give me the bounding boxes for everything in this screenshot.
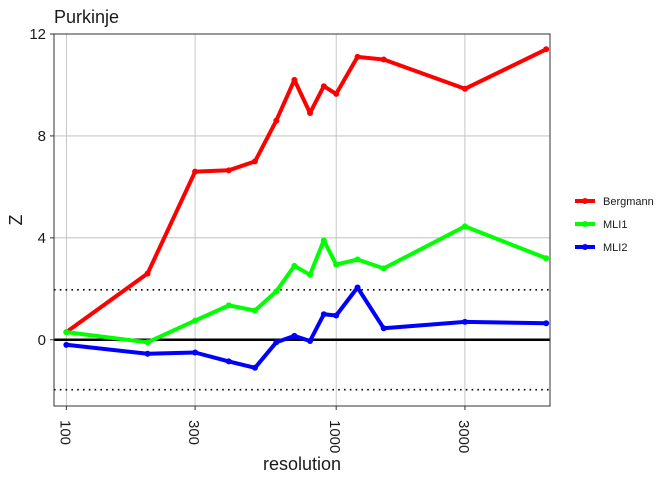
legend-label-bergmann: Bergmann xyxy=(603,196,654,208)
legend-key-point-mli1 xyxy=(582,221,588,227)
data-point-bergmann-9 xyxy=(333,90,340,97)
series-mli2 xyxy=(63,284,550,371)
data-point-bergmann-2 xyxy=(192,168,199,175)
series-layer xyxy=(63,46,550,371)
legend-label-mli2: MLI2 xyxy=(603,242,627,254)
legend-key-point-bergmann xyxy=(582,198,588,204)
chart-title: Purkinje xyxy=(54,7,119,27)
data-point-mli2-3 xyxy=(225,358,232,365)
data-point-mli2-8 xyxy=(320,311,327,318)
y-axis-ticks: 0 4 8 12 xyxy=(29,26,54,349)
data-point-bergmann-12 xyxy=(461,85,468,92)
legend-label-mli1: MLI1 xyxy=(603,219,627,231)
data-point-mli2-2 xyxy=(192,349,199,356)
data-point-mli2-6 xyxy=(291,332,298,339)
series-mli1 xyxy=(63,223,550,346)
data-point-bergmann-3 xyxy=(225,167,232,174)
data-point-bergmann-13 xyxy=(543,46,550,53)
y-tick-label-1: 4 xyxy=(38,230,46,247)
data-point-mli1-11 xyxy=(380,265,387,272)
data-point-mli2-4 xyxy=(251,364,258,371)
data-point-mli2-11 xyxy=(380,325,387,332)
x-tick-label-3: 3000 xyxy=(455,420,472,453)
x-tick-label-0: 100 xyxy=(56,420,73,445)
panel-border xyxy=(53,33,551,407)
legend-item-bergmann: Bergmann xyxy=(575,196,654,208)
data-point-bergmann-11 xyxy=(380,56,387,63)
x-axis-title: resolution xyxy=(263,454,341,474)
legend-key-point-mli2 xyxy=(582,244,588,250)
legend-item-mli2: MLI2 xyxy=(575,242,627,254)
data-point-mli1-13 xyxy=(543,255,550,262)
data-point-mli2-12 xyxy=(461,318,468,325)
data-point-mli1-4 xyxy=(251,307,258,314)
series-bergmann xyxy=(63,46,550,336)
x-tick-label-2: 1000 xyxy=(326,420,343,453)
data-point-mli1-2 xyxy=(192,317,199,324)
data-point-bergmann-5 xyxy=(273,117,280,124)
x-tick-label-1: 300 xyxy=(185,420,202,445)
data-point-mli1-1 xyxy=(144,339,151,346)
data-point-mli1-9 xyxy=(333,261,340,268)
data-point-mli1-7 xyxy=(307,271,314,278)
series-line-mli2 xyxy=(64,285,549,370)
data-point-mli2-1 xyxy=(144,350,151,357)
data-point-mli2-5 xyxy=(273,339,280,346)
data-point-mli1-12 xyxy=(461,223,468,230)
legend: Bergmann MLI1 MLI2 xyxy=(575,196,654,254)
data-point-bergmann-7 xyxy=(307,109,314,116)
x-axis-ticks: 100 300 1000 3000 xyxy=(56,406,472,453)
legend-item-mli1: MLI1 xyxy=(575,219,627,231)
data-point-bergmann-4 xyxy=(251,158,258,165)
data-point-mli1-5 xyxy=(273,288,280,295)
y-axis-title: Z xyxy=(6,215,26,226)
data-point-mli2-13 xyxy=(543,320,550,327)
y-tick-label-2: 8 xyxy=(38,128,46,145)
data-point-bergmann-1 xyxy=(144,270,151,277)
series-line-mli1 xyxy=(64,224,549,345)
data-point-mli1-0 xyxy=(63,329,70,336)
data-point-mli2-10 xyxy=(354,284,361,291)
y-tick-label-3: 12 xyxy=(29,26,46,43)
data-point-mli2-0 xyxy=(63,341,70,348)
data-point-mli1-8 xyxy=(320,237,327,244)
data-point-bergmann-10 xyxy=(354,53,361,60)
data-point-mli1-10 xyxy=(354,256,361,263)
data-point-mli1-3 xyxy=(225,302,232,309)
data-point-mli2-7 xyxy=(307,338,314,345)
data-point-mli1-6 xyxy=(291,262,298,269)
data-point-bergmann-8 xyxy=(320,83,327,90)
series-line-bergmann xyxy=(64,47,549,335)
data-point-bergmann-6 xyxy=(291,76,298,83)
y-tick-label-0: 0 xyxy=(38,332,46,349)
data-point-mli2-9 xyxy=(333,312,340,319)
